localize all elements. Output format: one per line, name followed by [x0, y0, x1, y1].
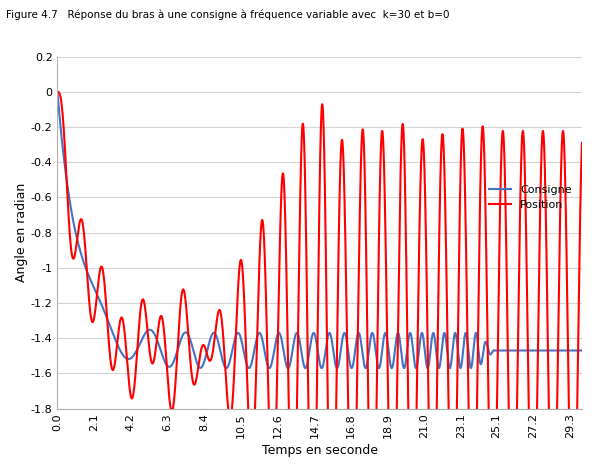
Legend: Consigne, Position: Consigne, Position: [485, 180, 577, 215]
Y-axis label: Angle en radian: Angle en radian: [15, 183, 28, 282]
Line: Consigne: Consigne: [57, 92, 582, 368]
Position: [578, 140, 586, 145]
Text: Figure 4.7   Réponse du bras à une consigne à fréquence variable avec  k=30 et b: Figure 4.7 Réponse du bras à une consign…: [6, 9, 450, 20]
Line: Position: Position: [57, 92, 582, 472]
Consigne: [571, 348, 578, 354]
Position: [178, 293, 185, 298]
Consigne: [291, 336, 298, 341]
Consigne: [578, 348, 586, 354]
Position: [517, 180, 524, 186]
Position: [60, 123, 67, 128]
Consigne: [517, 348, 524, 354]
Consigne: [54, 89, 61, 95]
Consigne: [467, 365, 475, 371]
Consigne: [178, 335, 185, 341]
Position: [54, 89, 61, 95]
Consigne: [448, 357, 455, 363]
X-axis label: Temps en seconde: Temps en seconde: [261, 444, 378, 457]
Consigne: [60, 152, 67, 158]
